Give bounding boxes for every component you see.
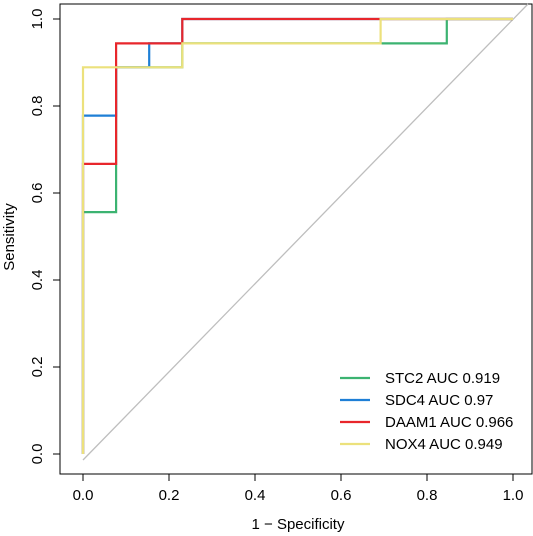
reference-layer [82, 3, 529, 461]
x-tick-label: 0.4 [245, 487, 266, 504]
legend-label-stc2: STC2 AUC 0.919 [385, 370, 500, 387]
x-tick-label: 0.8 [417, 487, 438, 504]
x-tick-label: 0.2 [159, 487, 180, 504]
x-tick-label: 0.6 [331, 487, 352, 504]
roc-curve-stc2 [81, 17, 513, 454]
legend-label-sdc4: SDC4 AUC 0.97 [385, 392, 493, 409]
x-tick-label: 0.0 [73, 487, 94, 504]
y-tick-label: 0.6 [29, 183, 46, 204]
y-tick-label: 0.0 [29, 444, 46, 465]
y-tick-label: 0.8 [29, 96, 46, 117]
legend-label-daam1: DAAM1 AUC 0.966 [385, 414, 513, 431]
series-layer [81, 17, 513, 454]
roc-curve-sdc4 [81, 17, 513, 454]
reference-diagonal [82, 3, 529, 461]
legend-label-nox4: NOX4 AUC 0.949 [385, 436, 503, 453]
y-axis-label: Sensitivity [1, 203, 18, 271]
y-tick-label: 0.4 [29, 270, 46, 291]
y-tick-label: 1.0 [29, 9, 46, 30]
x-axis-label: 1 − Specificity [252, 516, 345, 533]
roc-curve-nox4 [81, 17, 513, 454]
legend: STC2 AUC 0.919 SDC4 AUC 0.97 DAAM1 AUC 0.9… [340, 370, 513, 453]
roc-curve-daam1 [81, 17, 513, 454]
x-tick-label: 1.0 [503, 487, 524, 504]
y-tick-label: 0.2 [29, 357, 46, 378]
axis-layer: 0.0 0.2 0.4 0.6 0.8 1.0 0.0 0.2 0.4 0.6 0.8 1.0 [29, 9, 523, 504]
